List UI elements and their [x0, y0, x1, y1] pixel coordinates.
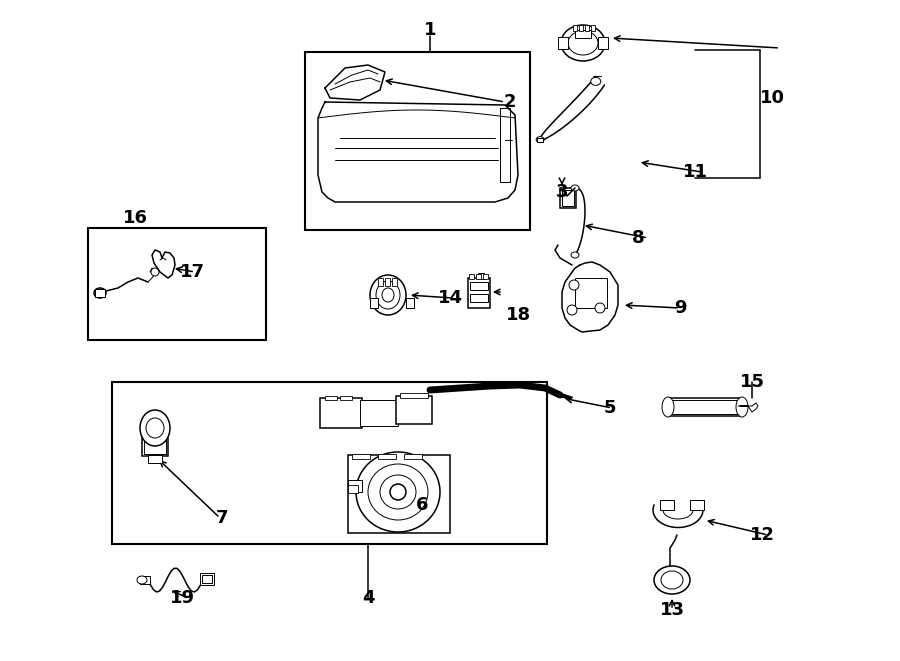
Bar — [352, 454, 370, 459]
Ellipse shape — [376, 281, 400, 309]
Text: 7: 7 — [216, 509, 229, 527]
Ellipse shape — [590, 77, 600, 85]
Text: 12: 12 — [750, 526, 775, 544]
Ellipse shape — [568, 31, 598, 55]
Bar — [95, 289, 105, 297]
Bar — [478, 273, 484, 279]
Ellipse shape — [370, 275, 406, 315]
Bar — [375, 285, 401, 305]
Text: 13: 13 — [660, 601, 685, 619]
Ellipse shape — [571, 252, 579, 258]
Text: 16: 16 — [122, 209, 148, 227]
Bar — [348, 480, 362, 492]
Bar — [202, 575, 212, 583]
Bar — [140, 576, 150, 584]
Text: 6: 6 — [416, 496, 428, 514]
Bar — [142, 438, 168, 456]
Bar — [575, 278, 607, 308]
Bar — [200, 573, 214, 585]
Bar — [470, 294, 488, 302]
Ellipse shape — [380, 475, 416, 509]
Bar — [144, 440, 166, 454]
Ellipse shape — [661, 571, 683, 589]
Bar — [392, 278, 397, 286]
Ellipse shape — [151, 268, 159, 276]
Bar — [112, 382, 547, 544]
Bar — [320, 398, 362, 428]
Bar — [469, 274, 474, 279]
Polygon shape — [562, 262, 618, 332]
Ellipse shape — [140, 410, 170, 446]
Bar — [468, 278, 490, 308]
Bar — [348, 485, 358, 493]
Ellipse shape — [137, 576, 147, 584]
Bar — [360, 400, 398, 426]
Ellipse shape — [382, 288, 394, 302]
Bar — [670, 400, 738, 414]
Ellipse shape — [654, 566, 690, 594]
Text: 17: 17 — [179, 263, 204, 281]
Text: 5: 5 — [604, 399, 617, 417]
Bar — [88, 228, 266, 340]
Text: 3: 3 — [556, 183, 568, 201]
Bar — [370, 298, 378, 308]
Bar — [690, 500, 704, 510]
Polygon shape — [325, 65, 385, 100]
Bar — [476, 274, 481, 279]
Bar — [148, 455, 162, 463]
Text: 18: 18 — [506, 306, 531, 324]
Bar — [396, 396, 432, 424]
Polygon shape — [152, 250, 175, 278]
Bar — [378, 278, 383, 286]
Text: 10: 10 — [760, 89, 785, 107]
Bar — [470, 282, 488, 290]
Bar — [579, 25, 583, 31]
Bar — [325, 396, 337, 400]
Text: 11: 11 — [682, 163, 707, 181]
Bar — [660, 500, 674, 510]
Text: 2: 2 — [504, 93, 517, 111]
Bar — [483, 274, 488, 279]
Ellipse shape — [146, 418, 164, 438]
Bar — [406, 298, 414, 308]
Bar — [591, 25, 595, 31]
Ellipse shape — [94, 288, 106, 298]
Bar — [575, 30, 591, 38]
Bar — [305, 52, 530, 230]
Text: 15: 15 — [740, 373, 764, 391]
Text: 1: 1 — [424, 21, 436, 39]
Ellipse shape — [571, 185, 579, 191]
Text: 4: 4 — [362, 589, 374, 607]
Bar — [378, 454, 396, 459]
Ellipse shape — [536, 137, 544, 143]
Bar — [585, 25, 589, 31]
Bar — [348, 455, 450, 533]
Bar — [385, 278, 390, 286]
Ellipse shape — [662, 397, 674, 417]
Text: 14: 14 — [437, 289, 463, 307]
Bar — [560, 188, 576, 208]
Ellipse shape — [567, 305, 577, 315]
Ellipse shape — [368, 464, 428, 520]
Bar — [404, 454, 422, 459]
Text: 8: 8 — [632, 229, 644, 247]
Bar — [400, 393, 428, 398]
Bar — [537, 137, 543, 141]
Text: 9: 9 — [674, 299, 686, 317]
Polygon shape — [318, 102, 518, 202]
Bar — [562, 190, 574, 206]
Bar — [573, 25, 577, 31]
Ellipse shape — [390, 484, 406, 500]
Ellipse shape — [561, 25, 605, 61]
Ellipse shape — [736, 397, 748, 417]
Ellipse shape — [356, 452, 440, 532]
Ellipse shape — [595, 303, 605, 313]
Bar — [668, 398, 740, 416]
Text: 19: 19 — [169, 589, 194, 607]
Bar — [558, 37, 568, 49]
Bar — [598, 37, 608, 49]
Bar — [340, 396, 352, 400]
Ellipse shape — [569, 280, 579, 290]
